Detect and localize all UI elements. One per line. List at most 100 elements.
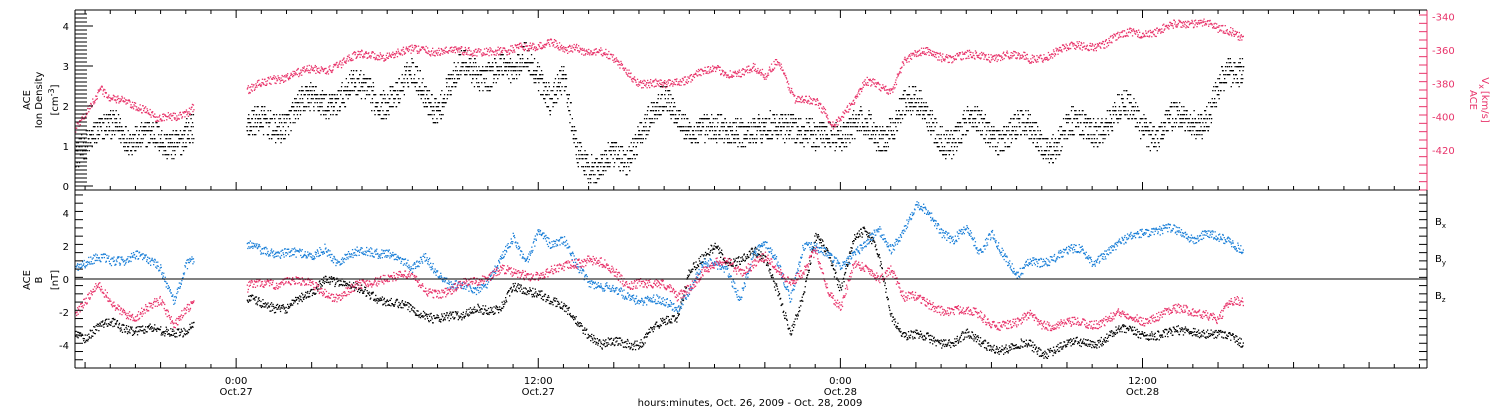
ion-density-point-dot	[914, 86, 917, 88]
ion-density-point-dot	[1147, 130, 1150, 132]
ion-density-point-dot	[669, 90, 671, 92]
ion-density-point-dot	[305, 106, 307, 108]
velocity-point-dot	[382, 54, 384, 56]
ion-density-point-dot	[455, 66, 457, 68]
ion-density-point-dot	[572, 130, 574, 132]
velocity-point-dot	[483, 48, 486, 50]
velocity-point-dot	[779, 65, 781, 67]
ion-density-point-dot	[332, 94, 334, 96]
ion-density-point-dot	[596, 166, 598, 168]
ion-density-point-dot	[359, 90, 362, 92]
velocity-point-dot	[712, 70, 714, 72]
velocity-point-dot	[115, 100, 117, 102]
ion-density-point-dot	[933, 130, 935, 132]
ion-density-point-dot	[919, 106, 921, 108]
ion-density-point-dot	[881, 150, 883, 152]
velocity-point-dot	[170, 113, 172, 115]
ion-density-point-dot	[360, 98, 363, 100]
ion-density-point-dot	[930, 130, 932, 132]
velocity-point-dot	[608, 50, 610, 53]
velocity-point-dot	[411, 44, 413, 46]
ion-density-point-dot	[289, 118, 291, 120]
velocity-point-dot	[249, 92, 251, 94]
ion-density-point-dot	[488, 86, 490, 88]
ion-density-point-dot	[546, 94, 548, 96]
ion-density-point-dot	[608, 166, 610, 168]
ion-density-point-dot	[302, 102, 304, 104]
velocity-point-dot	[364, 56, 366, 58]
ion-density-point-dot	[382, 90, 385, 92]
ion-density-point-dot	[796, 134, 799, 136]
velocity-point-dot	[183, 112, 185, 114]
ion-density-point-dot	[852, 114, 854, 116]
ion-density-point-dot	[1155, 146, 1157, 148]
velocity-point-dot	[498, 49, 500, 51]
velocity-point-dot	[128, 99, 130, 101]
ion-density-point-dot	[714, 138, 717, 140]
ion-density-point-dot	[1171, 126, 1173, 128]
velocity-point-dot	[617, 60, 620, 62]
ion-density-point-dot	[487, 62, 489, 64]
velocity-point-dot	[98, 90, 100, 92]
ion-density-point-dot	[715, 134, 717, 136]
ion-density-point-dot	[486, 86, 488, 88]
ion-density-point-dot	[805, 130, 807, 132]
ion-density-point-dot	[583, 154, 585, 156]
velocity-point-dot	[136, 109, 139, 111]
ion-density-point-dot	[646, 130, 648, 132]
ion-density-point-dot	[597, 170, 599, 172]
velocity-point-dot	[537, 48, 539, 50]
velocity-point-dot	[500, 47, 502, 49]
ion-density-point-dot	[1224, 74, 1226, 76]
ion-density-point-dot	[980, 114, 982, 116]
velocity-point-dot	[364, 53, 366, 55]
ion-density-point-dot	[875, 126, 877, 128]
ion-density-point-dot	[1045, 138, 1047, 140]
ion-density-point-dot	[572, 126, 574, 128]
velocity-point-dot	[623, 69, 626, 71]
ion-density-point-dot	[269, 122, 271, 124]
ion-density-point-dot	[701, 126, 703, 128]
velocity-point-dot	[706, 71, 708, 73]
ion-density-point-dot	[1056, 146, 1058, 148]
velocity-point-dot	[704, 66, 706, 69]
ion-density-point-dot	[1203, 118, 1205, 120]
ion-density-point-dot	[1217, 90, 1220, 92]
ion-density-point-dot	[1090, 142, 1092, 144]
ion-density-point-dot	[842, 142, 844, 144]
ion-density-point-dot	[253, 114, 255, 116]
ion-density-point-dot	[630, 150, 632, 152]
ion-density-point-dot	[431, 94, 433, 96]
ion-density-point-dot	[881, 134, 883, 136]
ion-density-point-dot	[1240, 82, 1242, 84]
ion-density-point-dot	[840, 126, 842, 128]
ion-density-point-dot	[330, 106, 333, 108]
ion-density-point-dot	[829, 142, 831, 144]
ion-density-point-dot	[826, 126, 828, 128]
velocity-point-dot	[480, 53, 483, 55]
ion-density-point-dot	[457, 62, 459, 64]
velocity-point-dot	[190, 108, 192, 110]
ion-density-point-dot	[504, 62, 507, 64]
ion-density-point-dot	[1117, 118, 1120, 120]
ion-density-point-dot	[98, 122, 100, 124]
velocity-point-dot	[666, 85, 668, 88]
velocity-point-dot	[318, 67, 320, 69]
ion-density-point-dot	[746, 134, 748, 136]
velocity-point-dot	[444, 47, 446, 49]
velocity-point-dot	[133, 102, 136, 104]
ion-density-point-dot	[595, 182, 598, 184]
velocity-point-dot	[317, 71, 319, 73]
ion-density-point-dot	[282, 134, 284, 136]
velocity-point-dot	[463, 54, 465, 56]
ion-density-point-dot	[772, 122, 774, 124]
ion-density-point-dot	[696, 142, 698, 144]
ion-density-point-dot	[986, 122, 989, 124]
ion-density-point-dot	[1110, 122, 1112, 124]
ion-density-point-dot	[98, 134, 101, 136]
velocity-point-dot	[724, 73, 726, 75]
ion-density-point-dot	[182, 138, 184, 140]
velocity-point-dot	[514, 51, 516, 53]
ion-density-point-dot	[258, 114, 260, 116]
velocity-point-dot	[412, 50, 415, 52]
